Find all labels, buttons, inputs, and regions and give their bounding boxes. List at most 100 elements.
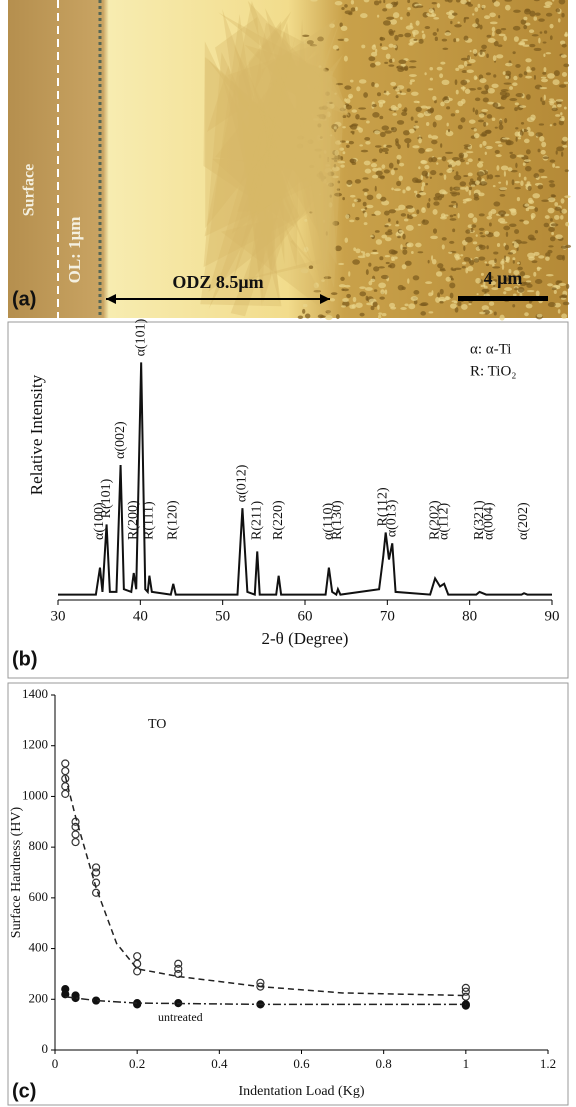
- grain: [496, 165, 499, 171]
- grain: [561, 54, 567, 58]
- grain: [398, 60, 406, 65]
- grain: [346, 180, 352, 185]
- grain: [466, 162, 469, 165]
- grain: [482, 5, 486, 8]
- grain: [505, 76, 509, 79]
- grain: [341, 288, 344, 291]
- grain: [380, 37, 386, 41]
- grain: [488, 88, 495, 94]
- grain: [361, 45, 365, 49]
- grain: [444, 214, 449, 216]
- grain: [407, 7, 410, 10]
- grain: [516, 137, 518, 142]
- grain: [479, 113, 485, 117]
- grain: [493, 185, 496, 187]
- grain: [478, 256, 485, 260]
- grain: [480, 49, 486, 51]
- grain: [534, 75, 536, 80]
- grain: [447, 123, 449, 127]
- grain: [342, 151, 345, 154]
- grain: [436, 271, 442, 276]
- grain: [523, 220, 529, 224]
- grain: [445, 296, 449, 300]
- grain: [538, 255, 544, 258]
- grain: [533, 272, 536, 277]
- grain: [477, 293, 479, 295]
- legend-entry: α: α-Ti: [470, 341, 511, 357]
- grain: [344, 98, 346, 102]
- grain: [506, 180, 508, 185]
- x-tick-label: 0.4: [211, 1056, 228, 1071]
- grain: [440, 102, 445, 107]
- grain: [355, 248, 360, 253]
- grain: [378, 283, 386, 289]
- grain: [413, 290, 419, 295]
- grain: [528, 186, 532, 191]
- grain: [372, 159, 377, 162]
- grain: [409, 66, 417, 68]
- grain: [386, 53, 391, 59]
- grain: [500, 221, 508, 224]
- grain: [303, 304, 308, 307]
- grain: [477, 163, 483, 168]
- grain: [468, 173, 473, 177]
- grain: [395, 88, 399, 91]
- grain: [565, 222, 569, 227]
- grain: [408, 303, 415, 309]
- grain: [382, 125, 389, 130]
- grain: [547, 73, 555, 79]
- grain: [564, 107, 567, 110]
- grain: [398, 103, 402, 108]
- grain: [440, 143, 442, 148]
- grain: [483, 98, 489, 103]
- grain: [379, 116, 383, 120]
- grain: [422, 182, 425, 187]
- grain: [553, 123, 556, 126]
- grain: [379, 0, 381, 3]
- grain: [490, 21, 498, 24]
- grain: [344, 285, 350, 288]
- grain: [484, 15, 490, 19]
- grain: [377, 92, 381, 96]
- x-axis-label: Indentation Load (Kg): [239, 1084, 365, 1099]
- grain: [449, 241, 454, 244]
- grain: [537, 267, 542, 269]
- grain: [461, 304, 468, 310]
- grain: [456, 203, 458, 209]
- grain: [368, 263, 371, 267]
- grain: [422, 208, 425, 210]
- grain: [372, 175, 378, 179]
- grain: [484, 261, 487, 263]
- grain: [554, 202, 558, 206]
- grain: [450, 293, 454, 299]
- grain: [492, 117, 496, 121]
- grain: [428, 134, 432, 138]
- grain: [465, 198, 472, 201]
- grain: [528, 256, 535, 260]
- grain: [428, 198, 430, 202]
- grain: [377, 305, 379, 310]
- grain: [336, 314, 340, 319]
- grain: [479, 228, 485, 231]
- grain: [365, 207, 368, 209]
- grain: [428, 88, 433, 90]
- grain: [398, 34, 403, 37]
- grain: [366, 121, 370, 124]
- grain: [444, 100, 450, 103]
- grain: [531, 215, 534, 219]
- micrograph: Surface OL: 1μm ODZ 8.5μm 4 μm (a): [8, 0, 571, 321]
- grain: [368, 56, 375, 61]
- grain: [325, 315, 333, 320]
- grain: [305, 313, 310, 318]
- grain: [442, 244, 445, 249]
- grain: [430, 78, 433, 81]
- grain: [320, 315, 326, 317]
- grain: [406, 205, 414, 209]
- grain: [436, 162, 438, 165]
- grain: [412, 145, 419, 148]
- grain: [456, 90, 459, 95]
- grain: [532, 193, 540, 198]
- grain: [360, 13, 368, 18]
- grain: [435, 37, 438, 41]
- grain: [519, 220, 524, 222]
